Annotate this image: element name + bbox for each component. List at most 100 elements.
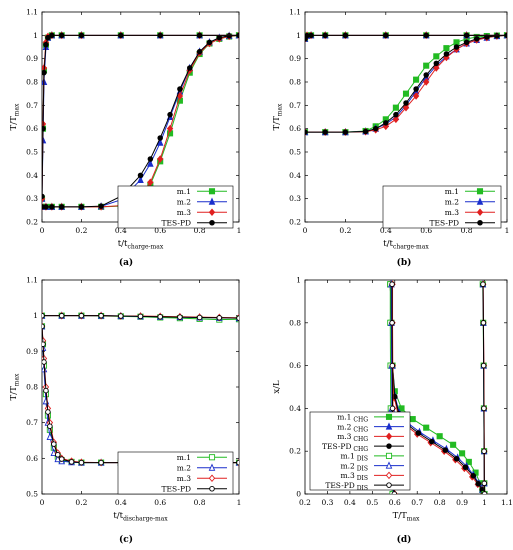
legend-swatch-marker [385,432,393,441]
chart-panel-c: 0 0.2 0.4 0.6 0.8 1 0.5 0.6 0.7 0.8 0.9 1 1.1 t/tdisc… [9,276,241,523]
legend-label-sub: DIS [355,456,368,463]
data-point [43,204,49,210]
data-point [98,312,104,319]
plot-area [305,31,507,136]
legend-label: TES-PD [162,485,191,494]
data-point [463,39,470,46]
data-point [403,100,409,106]
y-tick-label: 0.8 [289,318,301,327]
series-line [305,34,507,133]
series-m-1-0 [42,323,239,466]
data-point [156,138,164,146]
plot-area [42,31,239,211]
series-tes-pd-7 [480,281,488,494]
x-tick-label: 0.2 [75,226,87,235]
y-tick-label: 1.1 [289,8,301,17]
data-point [147,178,154,187]
data-point [480,320,487,326]
y-tick-label: 0.7 [26,101,38,110]
legend-label: m.1 DIS [341,452,368,463]
legend: m.1 m.2m.3 TES-PD [117,185,234,229]
x-tick-label: 0.2 [299,498,311,507]
data-point [453,39,460,46]
legend-label: TES-PD CHG [322,442,368,453]
chart-panel-b: 0 0.2 0.4 0.6 0.8 10.20.30.40.50.60.70.80.911… [272,8,509,251]
legend-label: m.3 [177,474,191,483]
data-point [389,320,395,326]
x-tick-label: 0.8 [461,226,473,235]
data-point [42,341,46,347]
x-tick-label: 0.6 [389,498,401,507]
data-point [453,455,460,462]
series-line [42,326,239,464]
data-point [157,155,164,163]
x-tick-label: 1 [237,226,242,235]
y-tick-label: 0 [296,490,301,499]
data-point [206,39,213,46]
series-line [42,34,239,197]
y-tick-label: 1.1 [26,8,38,17]
legend-label: m.3 [177,208,191,217]
y-tick-label: 1 [33,31,38,40]
legend-box [309,411,411,491]
data-point [42,359,47,365]
legend-label: TES-PD [430,219,459,228]
y-tick-label: 0.6 [289,124,301,133]
legend-label-sub: CHG [351,417,368,424]
data-point [177,86,183,92]
x-tick-label: 0.8 [194,498,206,507]
caption-a: (a) [118,258,134,268]
data-point [176,92,184,100]
legend-swatch-marker [385,461,393,469]
series-m-2-1 [42,31,239,210]
data-point [216,315,223,321]
data-point [118,32,124,39]
data-point [392,115,400,124]
y-axis-label: T/Tmax [272,103,284,130]
legend-label: m.3 [445,208,459,217]
y-tick-label: 0.8 [26,78,38,87]
data-point [305,129,308,135]
caption-c: (c) [119,535,133,545]
data-point [383,32,389,39]
legend-label: m.1 CHG [337,413,368,424]
x-tick-label: 0.4 [380,226,392,235]
data-point [473,36,480,42]
y-tick-label: 0.4 [289,171,301,180]
data-point [342,32,349,39]
legend-label-sub: CHG [351,436,368,443]
series-unnamed-7 [42,312,239,321]
data-point [465,458,472,465]
data-point [423,62,430,69]
y-tick-label: 0.5 [26,490,38,499]
data-point [436,433,443,440]
data-point [186,65,193,71]
data-point [137,172,144,179]
series-tes-pd-3 [305,32,507,135]
x-tick-label: 0.9 [456,498,468,507]
data-point [78,312,85,319]
data-point [409,416,416,423]
data-point [177,314,183,320]
data-point [443,53,450,62]
data-point [137,313,144,320]
data-point [392,104,399,111]
y-axis-label-sub: max [277,103,284,116]
y-tick-label: 0.3 [26,194,38,203]
data-point [196,314,203,321]
data-point [42,69,47,76]
x-tick-label: 0.4 [115,226,127,235]
data-point [415,430,422,436]
series-m-2-1 [42,322,239,466]
y-tick-label: 0.3 [289,194,301,203]
y-tick-label: 1 [296,276,301,285]
data-point [196,32,203,39]
series-line [305,34,507,133]
data-point [481,448,487,454]
data-point [49,32,55,39]
data-point [42,312,45,319]
data-point [463,32,470,39]
series-unnamed-7 [305,32,507,42]
data-point [470,473,477,479]
x-tick-label: 0.3 [321,498,333,507]
